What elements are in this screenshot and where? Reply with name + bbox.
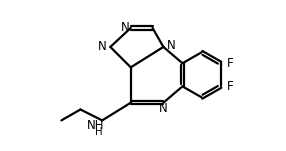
Text: H: H (95, 127, 103, 137)
Text: N: N (120, 21, 129, 34)
Text: N: N (167, 39, 175, 52)
Text: F: F (227, 57, 233, 70)
Text: N: N (98, 40, 107, 53)
Text: NH: NH (87, 119, 104, 132)
Text: F: F (227, 80, 233, 93)
Text: N: N (159, 102, 168, 115)
